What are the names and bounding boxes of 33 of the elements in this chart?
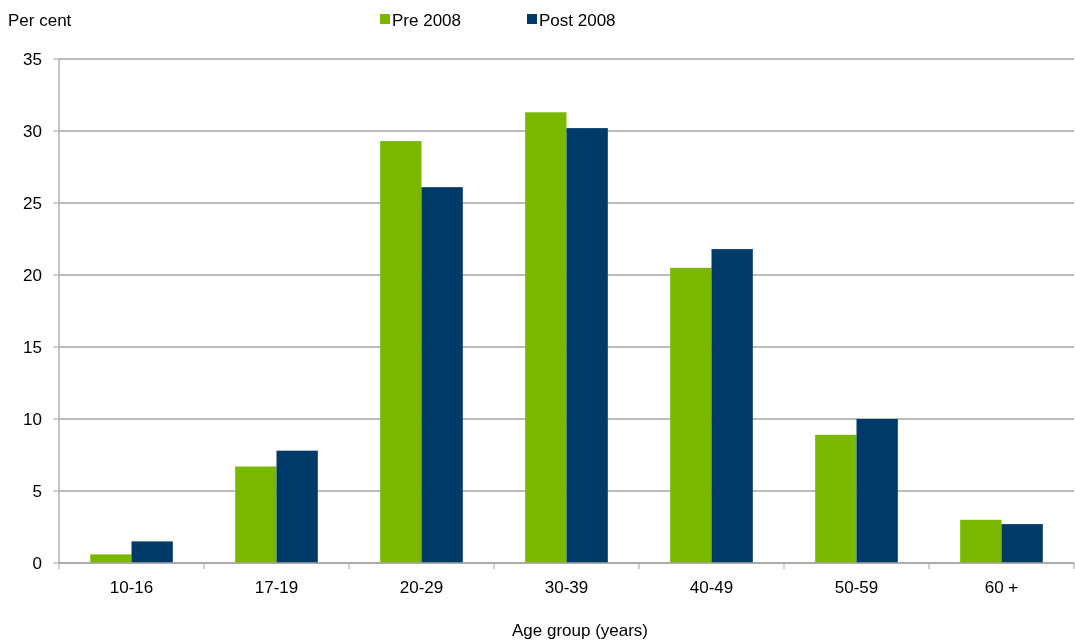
bar [380, 141, 422, 563]
bar [960, 519, 1002, 563]
y-tick-label: 20 [23, 265, 42, 285]
y-axis-title: Per cent [8, 11, 72, 30]
legend-label: Post 2008 [539, 10, 616, 30]
bar [421, 187, 463, 563]
bar [90, 554, 132, 563]
y-tick-label: 30 [23, 121, 42, 141]
x-tick-label: 30-39 [544, 578, 589, 597]
bar [235, 466, 277, 563]
y-tick-label: 5 [32, 481, 42, 501]
y-tick-label: 15 [23, 337, 42, 357]
x-tick-label: 60 + [984, 578, 1019, 597]
x-tick-label: 20-29 [399, 578, 444, 597]
y-tick-label: 0 [32, 553, 42, 573]
x-tick-label: 17-19 [254, 578, 299, 597]
bar [276, 450, 318, 563]
x-axis-title: Age group (years) [511, 621, 649, 640]
y-tick-label: 25 [23, 193, 42, 213]
x-tick-label: 50-59 [834, 578, 879, 597]
bar [131, 541, 173, 563]
y-tick-label: 35 [23, 49, 42, 69]
bar [525, 112, 567, 563]
bar [566, 128, 608, 563]
bar [815, 434, 857, 563]
bar [711, 249, 753, 563]
x-tick-label: 40-49 [689, 578, 734, 597]
legend-label: Pre 2008 [392, 10, 461, 30]
bar [1001, 524, 1043, 563]
y-tick-label: 10 [23, 409, 42, 429]
x-tick-label: 10-16 [109, 578, 154, 597]
bar [670, 267, 712, 563]
bar [856, 419, 898, 563]
